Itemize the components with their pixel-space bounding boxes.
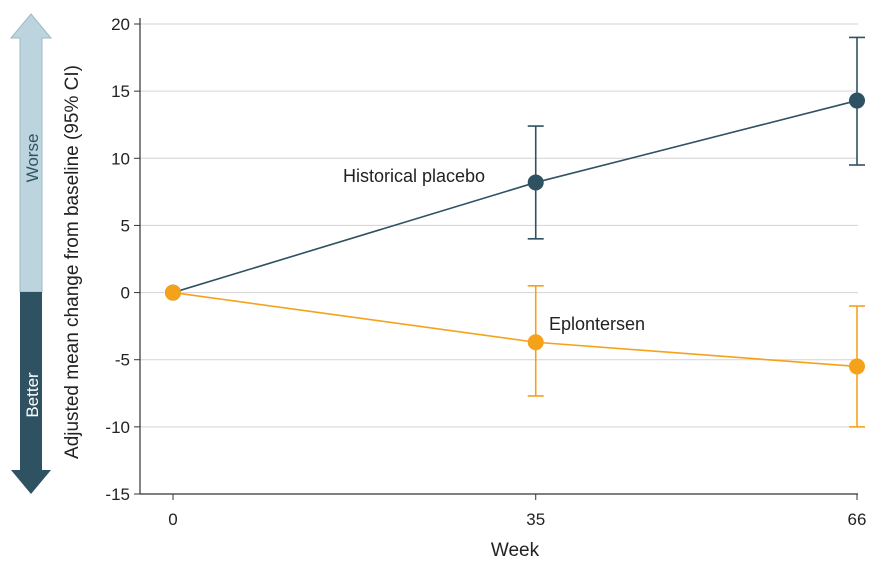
y-tick-label: 20 — [111, 15, 130, 34]
better-arrow-icon — [11, 292, 51, 494]
series-layer — [165, 36, 865, 428]
series-line — [172, 291, 858, 368]
data-point — [527, 174, 544, 191]
y-tick-label: 0 — [121, 284, 130, 303]
y-tick-label: 5 — [121, 216, 130, 235]
y-tick-label: -10 — [105, 418, 130, 437]
y-tick-label: -5 — [115, 351, 130, 370]
x-tick-label: 0 — [168, 510, 177, 529]
series-label-historical-placebo: Historical placebo — [343, 166, 485, 186]
y-tick-label: -15 — [105, 485, 130, 504]
y-axis-label: Adjusted mean change from baseline (95% … — [62, 65, 83, 459]
better-label: Better — [23, 372, 42, 418]
x-tick-label: 35 — [526, 510, 545, 529]
x-axis-label: Week — [491, 540, 540, 561]
direction-arrow: Worse Better — [9, 13, 53, 494]
worse-arrow-icon — [9, 13, 53, 293]
worse-label: Worse — [23, 134, 42, 183]
series-line — [172, 99, 858, 294]
data-point — [849, 358, 865, 375]
data-point — [165, 284, 181, 301]
y-axis-ticks: 20 15 10 5 0 -5 -10 -15 — [105, 15, 140, 504]
gridlines — [140, 23, 858, 428]
y-tick-label: 15 — [111, 82, 130, 101]
series-label-eplontersen: Eplontersen — [549, 314, 645, 334]
x-tick-label: 66 — [848, 510, 867, 529]
data-point — [849, 92, 865, 109]
y-tick-label: 10 — [111, 149, 130, 168]
series-historical-placebo — [165, 36, 865, 301]
series-eplontersen — [165, 284, 865, 428]
x-axis-ticks: 0 35 66 — [168, 494, 866, 529]
axes — [139, 18, 858, 495]
data-point — [527, 334, 544, 351]
